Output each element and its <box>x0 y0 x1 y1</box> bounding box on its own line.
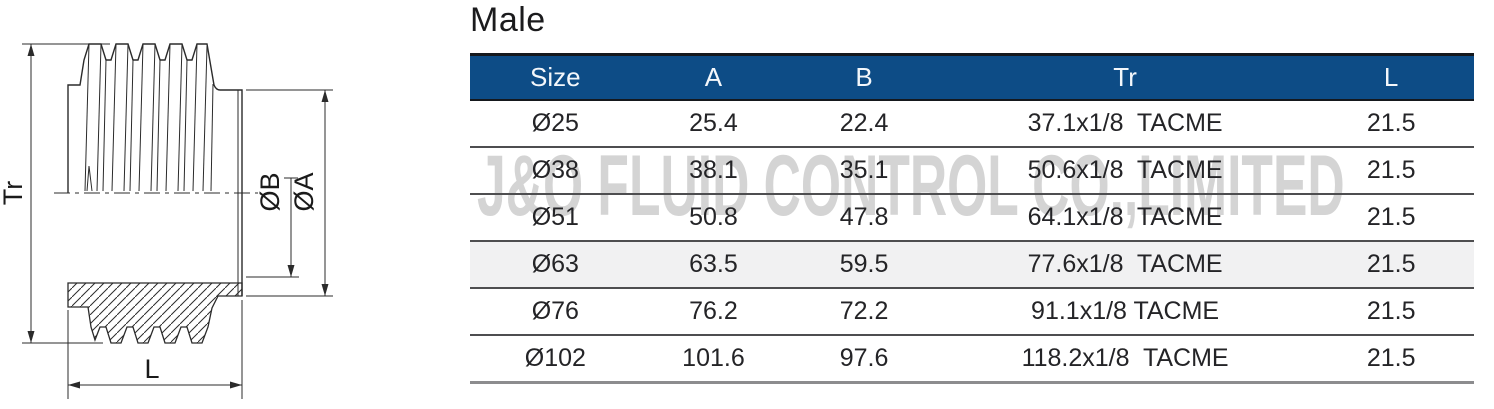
cell-a: 50.8 <box>640 194 787 242</box>
column-header-l: L <box>1308 53 1474 101</box>
cell-size: Ø102 <box>470 335 641 384</box>
cell-l: 21.5 <box>1308 147 1474 195</box>
cell-a: 76.2 <box>640 288 787 336</box>
section-hatch <box>67 282 243 344</box>
cell-b: 47.8 <box>786 194 942 242</box>
cell-size: Ø76 <box>470 288 641 336</box>
dimensions-table: Size A B Tr L Ø25 25.4 22.4 37.1x1/8 TAC… <box>470 53 1474 384</box>
cell-size: Ø25 <box>470 100 641 148</box>
dimension-diameter-b <box>246 177 299 278</box>
cell-tr: 91.1x1/8 TACME <box>941 288 1309 336</box>
cell-b: 97.6 <box>786 335 942 384</box>
technical-drawing: Tr ØB ØA <box>0 0 460 409</box>
dim-label-tr: Tr <box>0 181 28 205</box>
dim-label-l: L <box>144 354 159 384</box>
cell-tr: 64.1x1/8 TACME <box>941 194 1309 242</box>
dimensions-table-wrap: Size A B Tr L Ø25 25.4 22.4 37.1x1/8 TAC… <box>470 53 1474 384</box>
cell-l: 21.5 <box>1308 194 1474 242</box>
table-row: Ø51 50.8 47.8 64.1x1/8 TACME 21.5 <box>470 194 1474 242</box>
table-row: Ø76 76.2 72.2 91.1x1/8 TACME 21.5 <box>470 288 1474 336</box>
thread-profile <box>67 43 243 296</box>
cell-size: Ø63 <box>470 241 641 289</box>
table-row-highlighted: Ø63 63.5 59.5 77.6x1/8 TACME 21.5 <box>470 241 1474 289</box>
table-row: Ø38 38.1 35.1 50.6x1/8 TACME 21.5 <box>470 147 1474 195</box>
dim-label-diameter-a: ØA <box>289 172 319 211</box>
cell-a: 63.5 <box>640 241 787 289</box>
cell-tr: 77.6x1/8 TACME <box>941 241 1309 289</box>
cell-b: 72.2 <box>786 288 942 336</box>
dimension-l <box>67 300 243 399</box>
drawing-svg: Tr ØB ØA <box>0 43 333 399</box>
table-row: Ø25 25.4 22.4 37.1x1/8 TACME 21.5 <box>470 100 1474 148</box>
cell-a: 38.1 <box>640 147 787 195</box>
column-header-tr: Tr <box>941 53 1309 101</box>
column-header-b: B <box>786 53 942 101</box>
column-header-size: Size <box>470 53 641 101</box>
cell-tr: 118.2x1/8 TACME <box>941 335 1309 384</box>
cell-l: 21.5 <box>1308 241 1474 289</box>
header-row: Size A B Tr L <box>470 53 1474 101</box>
dim-label-diameter-b: ØB <box>255 172 285 211</box>
cell-l: 21.5 <box>1308 335 1474 384</box>
cell-tr: 50.6x1/8 TACME <box>941 147 1309 195</box>
column-header-a: A <box>640 53 787 101</box>
table-row: Ø102 101.6 97.6 118.2x1/8 TACME 21.5 <box>470 335 1474 384</box>
thread-helix-lines <box>84 43 214 192</box>
cell-size: Ø51 <box>470 194 641 242</box>
cell-tr: 37.1x1/8 TACME <box>941 100 1309 148</box>
cell-a: 25.4 <box>640 100 787 148</box>
cell-b: 59.5 <box>786 241 942 289</box>
cell-a: 101.6 <box>640 335 787 384</box>
cell-b: 35.1 <box>786 147 942 195</box>
cell-b: 22.4 <box>786 100 942 148</box>
page-title: Male <box>470 1 546 39</box>
cell-size: Ø38 <box>470 147 641 195</box>
dimension-diameter-a <box>246 89 333 297</box>
cell-l: 21.5 <box>1308 100 1474 148</box>
dimension-tr <box>22 43 110 344</box>
thread-runout <box>86 165 93 192</box>
cell-l: 21.5 <box>1308 288 1474 336</box>
